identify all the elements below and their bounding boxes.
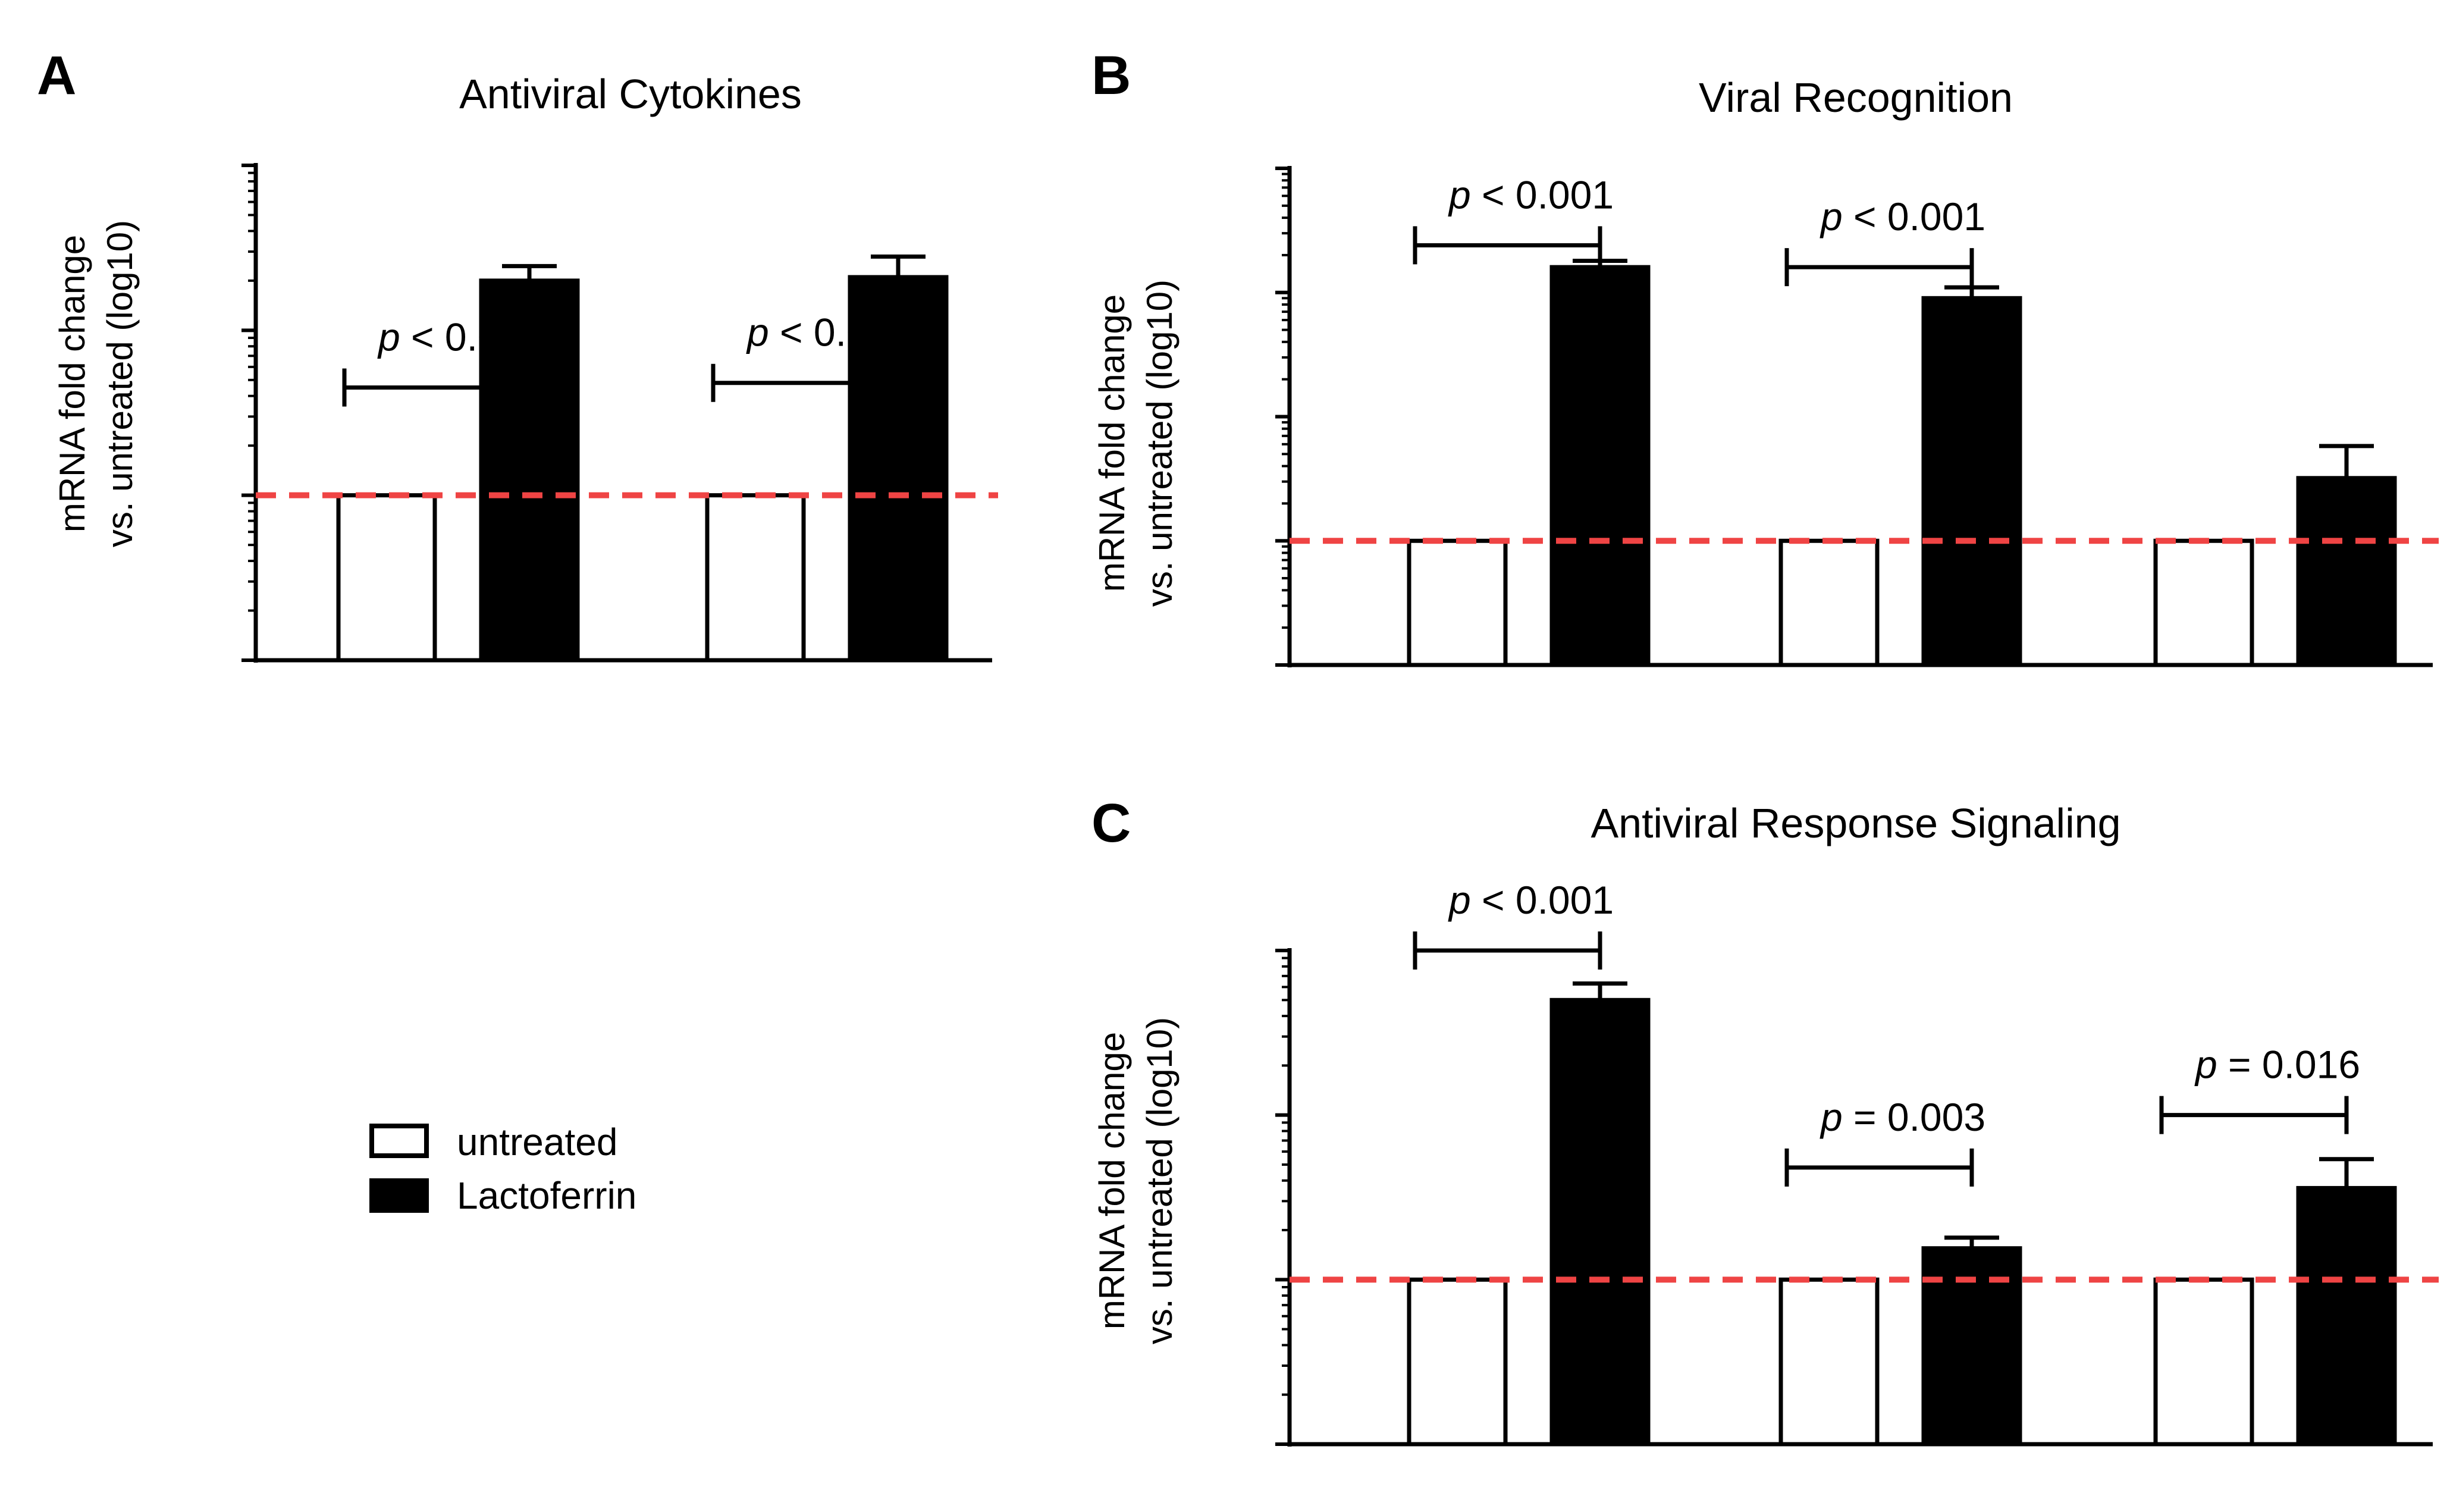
legend-label-lactoferrin: Lactoferrin — [457, 1174, 636, 1217]
bar-lactoferrin-mavs — [2296, 1185, 2397, 1447]
panel-b: B Viral Recognition mRNA fold change vs.… — [1091, 45, 2439, 667]
bar-untreated-ifnb1 — [705, 493, 806, 663]
bar-untreated-irf3 — [1407, 1277, 1508, 1447]
p-value-text: < 0.001 — [400, 315, 543, 359]
p-symbol: p — [377, 315, 400, 359]
chart-title-a: Antiviral Cytokines — [459, 71, 802, 117]
bar-lactoferrin-ifna1 — [479, 278, 580, 663]
p-symbol: p — [1820, 195, 1843, 239]
p-symbol: p — [1820, 1095, 1843, 1139]
p-value-label: p < 0.001 — [746, 310, 912, 355]
p-value-text: = 0.003 — [1843, 1095, 1985, 1139]
p-symbol: p — [1448, 172, 1471, 217]
panel-a: A Antiviral Cytokines mRNA fold change v… — [37, 45, 998, 663]
y-axis-label-line1-b: mRNA fold change — [1092, 294, 1132, 592]
bar-lactoferrin-tlr7 — [1921, 296, 2022, 667]
bar-untreated-ifih1 — [2153, 538, 2254, 667]
p-value-text: < 0.001 — [1843, 195, 1985, 239]
y-axis-label-line2-a: vs. untreated (log10) — [100, 220, 140, 547]
bar-lactoferrin-ifih1 — [2296, 476, 2397, 667]
p-value-text: < 0.001 — [1471, 172, 1614, 217]
bar-untreated-tlr7 — [1778, 538, 1880, 667]
p-symbol: p — [746, 310, 769, 355]
p-value-label: p = 0.003 — [1820, 1095, 1985, 1139]
panel-letter-a: A — [37, 45, 76, 106]
p-value-label: p < 0.001 — [1820, 195, 1985, 239]
y-axis-label-line2-b: vs. untreated (log10) — [1140, 280, 1179, 607]
p-value-text: < 0.001 — [769, 310, 912, 355]
legend-item-untreated: untreated — [369, 1121, 617, 1163]
chart-title-b: Viral Recognition — [1699, 74, 2013, 121]
legend-item-lactoferrin: Lactoferrin — [369, 1174, 636, 1217]
chart-title-c: Antiviral Response Signaling — [1591, 800, 2120, 846]
panel-c: C Antiviral Response Signaling mRNA fold… — [1091, 793, 2439, 1447]
p-symbol: p — [1448, 878, 1471, 922]
panel-letter-c: C — [1091, 793, 1131, 854]
y-axis-label-line1-c: mRNA fold change — [1092, 1032, 1132, 1329]
y-axis-label-line2-c: vs. untreated (log10) — [1140, 1017, 1179, 1344]
panel-letter-b: B — [1091, 45, 1131, 106]
p-value-text: < 0.001 — [1471, 878, 1614, 922]
p-value-label: p = 0.016 — [2194, 1043, 2360, 1087]
legend-swatch-lactoferrin — [369, 1178, 429, 1213]
plot-area-a: p < 0.001 p < 0.001 — [241, 163, 998, 663]
plot-area-b: p < 0.001 p < 0.001 — [1275, 166, 2439, 667]
bar-lactoferrin-ifnb1 — [848, 275, 949, 663]
p-value-label: p < 0.001 — [377, 315, 543, 359]
legend: untreated Lactoferrin — [369, 1121, 636, 1217]
p-value-label: p < 0.001 — [1448, 878, 1614, 922]
bar-lactoferrin-tlr3 — [1549, 265, 1651, 667]
bar-untreated-irf7 — [1778, 1277, 1880, 1447]
p-value-label: p < 0.001 — [1448, 172, 1614, 217]
legend-swatch-untreated — [369, 1124, 429, 1158]
p-symbol: p — [2194, 1043, 2217, 1087]
bar-untreated-ifna1 — [336, 493, 437, 663]
bar-lactoferrin-irf3 — [1549, 997, 1651, 1447]
bar-untreated-tlr3 — [1407, 538, 1508, 667]
legend-label-untreated: untreated — [457, 1121, 617, 1163]
y-axis-label-line1-a: mRNA fold change — [52, 235, 92, 532]
p-value-text: = 0.016 — [2217, 1043, 2360, 1087]
bar-untreated-mavs — [2153, 1277, 2254, 1447]
